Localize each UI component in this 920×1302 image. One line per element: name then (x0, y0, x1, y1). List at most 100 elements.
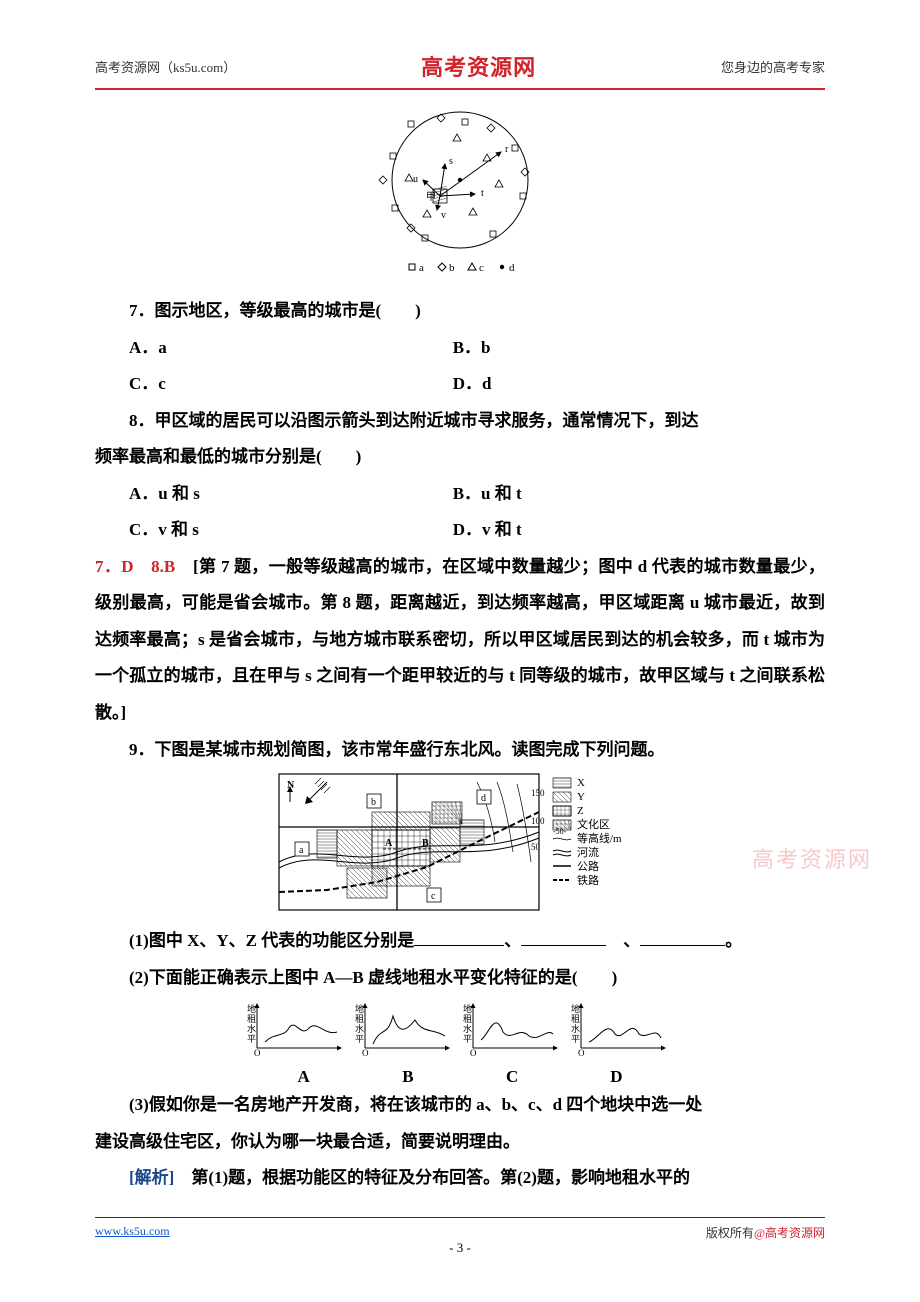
svg-text:地: 地 (463, 1003, 472, 1014)
chart-label-b: B (358, 1067, 458, 1087)
header-left: 高考资源网（ks5u.com） (95, 57, 236, 76)
question-8-line1: 8．甲区域的居民可以沿图示箭头到达附近城市寻求服务，通常情况下，到达 (95, 403, 825, 440)
svg-text:水: 水 (463, 1023, 472, 1034)
q7-option-d: D．d (453, 366, 825, 403)
header-logo: 高考资源网 (421, 50, 536, 82)
q9-sub1-end: 。 (725, 931, 742, 950)
svg-text:平: 平 (571, 1034, 580, 1044)
q7-option-b: B．b (453, 330, 825, 367)
blank-2 (521, 929, 606, 946)
city-hierarchy-diagram: 甲 s u v t r a b c d (95, 108, 825, 283)
svg-text:s: s (449, 156, 453, 167)
svg-text:水: 水 (247, 1023, 256, 1034)
answer-body-78: [第 7 题，一般等级越高的城市，在区域中数量越少；图中 d 代表的城市数量最少… (95, 557, 825, 722)
chart-label-d: D (566, 1067, 666, 1087)
svg-text:地: 地 (247, 1003, 256, 1014)
answer-7-8: 7．D 8.B [第 7 题，一般等级越高的城市，在区域中数量越少；图中 d 代… (95, 549, 825, 732)
svg-text:平: 平 (355, 1034, 364, 1044)
q9-sub1: (1)图中 X、Y、Z 代表的功能区分别是 、 、 。 (95, 923, 825, 960)
footer-copyright: 版权所有@高考资源网 (706, 1224, 825, 1241)
svg-text:d: d (509, 262, 515, 274)
question-7-text: 7．图示地区，等级最高的城市是( ) (95, 293, 825, 330)
svg-text:租: 租 (463, 1014, 472, 1024)
svg-text:a: a (419, 262, 424, 274)
svg-text:X: X (577, 777, 585, 789)
chart-label-a: A (254, 1067, 354, 1087)
jiexi-label: [解析] (129, 1168, 174, 1187)
answer-key-78: 7．D 8.B (95, 557, 175, 576)
svg-text:O: O (254, 1048, 261, 1058)
jiexi-line: [解析] 第(1)题，根据功能区的特征及分布回答。第(2)题，影响地租水平的 (95, 1160, 825, 1197)
sep1: 、 (504, 931, 521, 950)
svg-text:文化区: 文化区 (577, 817, 610, 831)
q9-sub2: (2)下面能正确表示上图中 A—B 虚线地租水平变化特征的是( ) (95, 960, 825, 997)
svg-text:地: 地 (355, 1003, 364, 1014)
svg-text:b: b (371, 797, 376, 808)
q9-sub3-line2: 建设高级住宅区，你认为哪一块最合适，简要说明理由。 (95, 1124, 825, 1161)
q7-option-c: C．c (95, 366, 453, 403)
jiexi-body: 第(1)题，根据功能区的特征及分布回答。第(2)题，影响地租水平的 (174, 1168, 690, 1187)
svg-text:100: 100 (531, 816, 545, 826)
q8-options-row1: A．u 和 s B．u 和 t (95, 476, 825, 513)
svg-text:铁路: 铁路 (577, 874, 599, 887)
q8-option-d: D．v 和 t (453, 512, 825, 549)
city-diagram-svg: 甲 s u v t r a b c d (365, 108, 555, 278)
q7-options-row2: C．c D．d (95, 366, 825, 403)
question-9-intro: 9．下图是某城市规划简图，该市常年盛行东北风。读图完成下列问题。 (95, 732, 825, 769)
svg-text:O: O (470, 1048, 477, 1058)
svg-text:租: 租 (355, 1014, 364, 1024)
svg-text:B: B (422, 838, 429, 849)
svg-text:c: c (479, 262, 484, 274)
svg-text:d: d (481, 793, 486, 804)
svg-text:b: b (449, 262, 455, 274)
rent-charts-svg: 地租水平O地租水平O地租水平O地租水平O (245, 998, 675, 1058)
svg-text:地: 地 (571, 1003, 580, 1014)
q8-option-b: B．u 和 t (453, 476, 825, 513)
svg-text:租: 租 (571, 1014, 580, 1024)
q8-option-a: A．u 和 s (95, 476, 453, 513)
header-right: 您身边的高考专家 (721, 57, 825, 76)
svg-text:租: 租 (247, 1014, 256, 1024)
svg-text:a: a (299, 845, 304, 856)
svg-text:u: u (413, 174, 418, 185)
svg-text:平: 平 (247, 1034, 256, 1044)
blank-3 (640, 929, 725, 946)
q8-options-row2: C．v 和 s D．v 和 t (95, 512, 825, 549)
city-map-svg: NabcdAB15010050XYZ文化区-50-等高线/m河流公路铁路 (277, 772, 643, 912)
blank-1 (414, 929, 504, 946)
svg-text:Z: Z (577, 805, 584, 817)
svg-text:平: 平 (463, 1034, 472, 1044)
svg-text:150: 150 (531, 788, 545, 798)
q7-option-a: A．a (95, 330, 453, 367)
rent-charts: 地租水平O地租水平O地租水平O地租水平O (95, 998, 825, 1063)
svg-text:A: A (385, 838, 393, 849)
svg-text:O: O (578, 1048, 585, 1058)
svg-text:-50-: -50- (553, 827, 567, 836)
svg-text:公路: 公路 (577, 860, 599, 873)
footer-url: www.ks5u.com (95, 1224, 170, 1241)
page-footer: www.ks5u.com 版权所有@高考资源网 - 3 - (95, 1217, 825, 1241)
city-plan-map: NabcdAB15010050XYZ文化区-50-等高线/m河流公路铁路 (95, 772, 825, 917)
svg-text:等高线/m: 等高线/m (577, 831, 622, 845)
q9-sub3-line1: (3)假如你是一名房地产开发商，将在该城市的 a、b、c、d 四个地块中选一处 (95, 1087, 825, 1124)
sep1b: 、 (606, 931, 640, 950)
svg-text:v: v (441, 210, 446, 221)
q7-options-row1: A．a B．b (95, 330, 825, 367)
svg-text:O: O (362, 1048, 369, 1058)
footer-right-plain: 版权所有 (706, 1226, 754, 1240)
svg-text:甲: 甲 (426, 192, 436, 203)
svg-text:50: 50 (531, 842, 541, 852)
svg-text:t: t (481, 188, 484, 199)
q9-sub1-pre: (1)图中 X、Y、Z 代表的功能区分别是 (129, 931, 414, 950)
footer-right-red: @高考资源网 (754, 1226, 825, 1240)
svg-text:Y: Y (577, 791, 585, 803)
page-header: 高考资源网（ks5u.com） 高考资源网 您身边的高考专家 (95, 50, 825, 82)
svg-text:r: r (505, 144, 509, 155)
svg-text:c: c (431, 891, 436, 902)
page-number: - 3 - (95, 1240, 825, 1256)
chart-labels: A B C D (95, 1067, 825, 1087)
header-rule (95, 88, 825, 90)
svg-text:河流: 河流 (577, 845, 599, 859)
chart-label-c: C (462, 1067, 562, 1087)
svg-text:水: 水 (355, 1023, 364, 1034)
